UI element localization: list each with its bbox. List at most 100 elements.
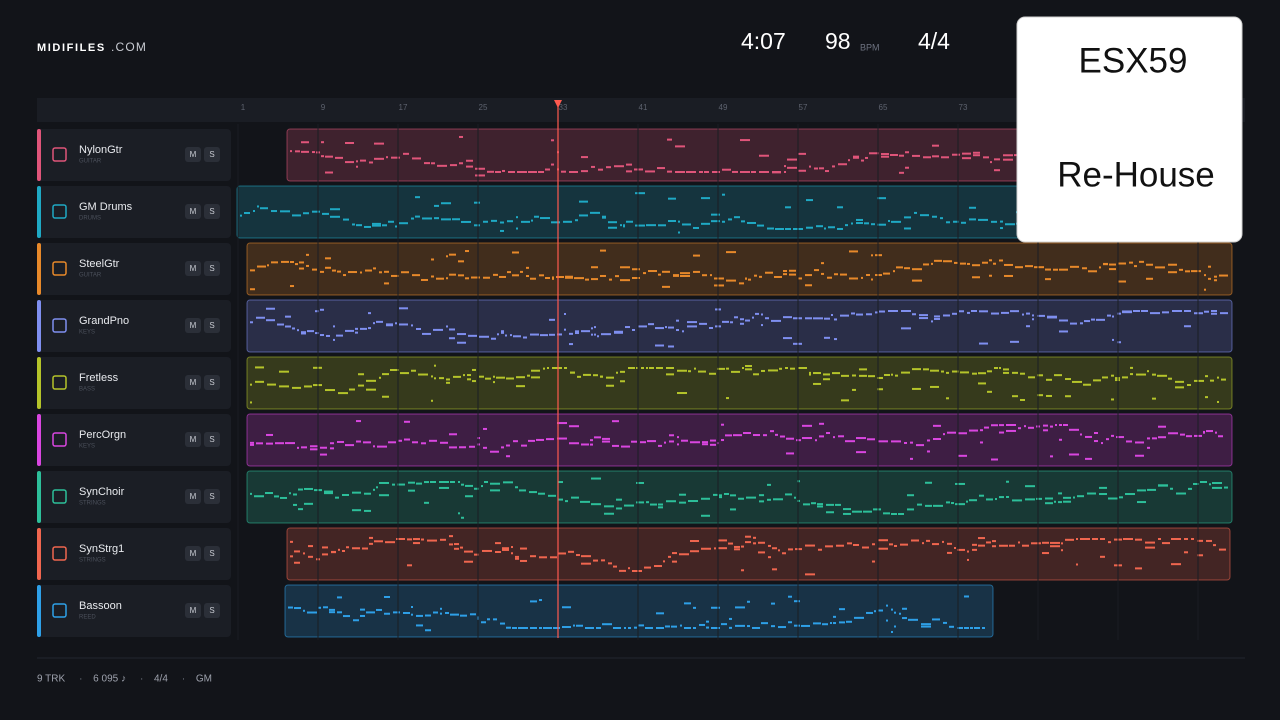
mute-label[interactable]: M (190, 435, 197, 444)
mute-label[interactable]: M (190, 321, 197, 330)
mute-button[interactable] (185, 489, 201, 504)
note (1162, 311, 1169, 314)
note (325, 266, 331, 269)
note (395, 225, 397, 228)
note (932, 215, 937, 218)
solo-label[interactable]: S (209, 606, 214, 615)
mute-label[interactable]: M (190, 549, 197, 558)
note (901, 310, 911, 312)
mute-button[interactable] (185, 147, 201, 162)
note (382, 395, 389, 398)
note (884, 373, 890, 376)
note (856, 222, 863, 225)
note (382, 373, 389, 376)
note (745, 319, 750, 322)
note (400, 372, 409, 375)
note (878, 547, 888, 550)
note (474, 487, 479, 490)
solo-label[interactable]: S (209, 150, 214, 159)
solo-label[interactable]: S (209, 549, 214, 558)
note (606, 166, 611, 169)
note (967, 262, 970, 265)
note (557, 437, 567, 440)
note (688, 500, 698, 503)
solo-button[interactable] (204, 489, 220, 504)
note (395, 322, 397, 325)
note (986, 498, 993, 501)
note (947, 431, 956, 434)
note (775, 433, 778, 436)
note (507, 220, 513, 223)
note (943, 621, 947, 624)
mute-button[interactable] (185, 432, 201, 447)
note (684, 602, 691, 605)
mute-label[interactable]: M (190, 150, 197, 159)
note (1206, 539, 1212, 542)
note (1085, 457, 1092, 460)
note (1185, 270, 1190, 273)
note (416, 482, 422, 485)
mute-label[interactable]: M (190, 207, 197, 216)
note (636, 367, 638, 369)
note (778, 549, 780, 552)
mute-label[interactable]: M (190, 606, 197, 615)
mute-label[interactable]: M (190, 264, 197, 273)
note (931, 262, 933, 265)
note (970, 627, 973, 629)
solo-button[interactable] (204, 261, 220, 276)
note (911, 539, 919, 542)
note (464, 560, 473, 563)
note (933, 424, 941, 427)
mute-button[interactable] (185, 261, 201, 276)
solo-button[interactable] (204, 546, 220, 561)
note (449, 535, 453, 538)
note (668, 197, 676, 200)
note (698, 370, 706, 373)
solo-label[interactable]: S (209, 492, 214, 501)
note (1133, 310, 1140, 312)
solo-label[interactable]: S (209, 378, 214, 387)
solo-label[interactable]: S (209, 435, 214, 444)
note (759, 275, 762, 278)
note (783, 337, 792, 340)
note (474, 201, 480, 204)
note (679, 493, 686, 496)
note (356, 165, 358, 168)
solo-button[interactable] (204, 603, 220, 618)
note (1037, 314, 1045, 317)
solo-label[interactable]: S (209, 264, 214, 273)
note (941, 156, 949, 159)
note (645, 170, 655, 173)
mute-label[interactable]: M (190, 378, 197, 387)
note (802, 424, 812, 427)
mute-label[interactable]: M (190, 492, 197, 501)
note (288, 606, 293, 609)
note (671, 625, 677, 628)
note (461, 483, 464, 486)
solo-label[interactable]: S (209, 321, 214, 330)
mute-button[interactable] (185, 546, 201, 561)
note (699, 623, 705, 626)
note (789, 269, 796, 272)
mute-button[interactable] (185, 603, 201, 618)
solo-button[interactable] (204, 318, 220, 333)
note (805, 317, 812, 320)
note (575, 332, 579, 335)
note (1080, 322, 1083, 325)
solo-label[interactable]: S (209, 207, 214, 216)
mute-button[interactable] (185, 204, 201, 219)
note (517, 171, 527, 173)
mute-button[interactable] (185, 375, 201, 390)
solo-button[interactable] (204, 432, 220, 447)
solo-button[interactable] (204, 375, 220, 390)
solo-button[interactable] (204, 147, 220, 162)
note (336, 334, 343, 337)
note (460, 546, 463, 549)
note (320, 270, 324, 273)
note (597, 335, 599, 338)
solo-button[interactable] (204, 204, 220, 219)
mute-button[interactable] (185, 318, 201, 333)
note (1119, 496, 1123, 499)
note (569, 442, 579, 445)
note (606, 384, 614, 387)
